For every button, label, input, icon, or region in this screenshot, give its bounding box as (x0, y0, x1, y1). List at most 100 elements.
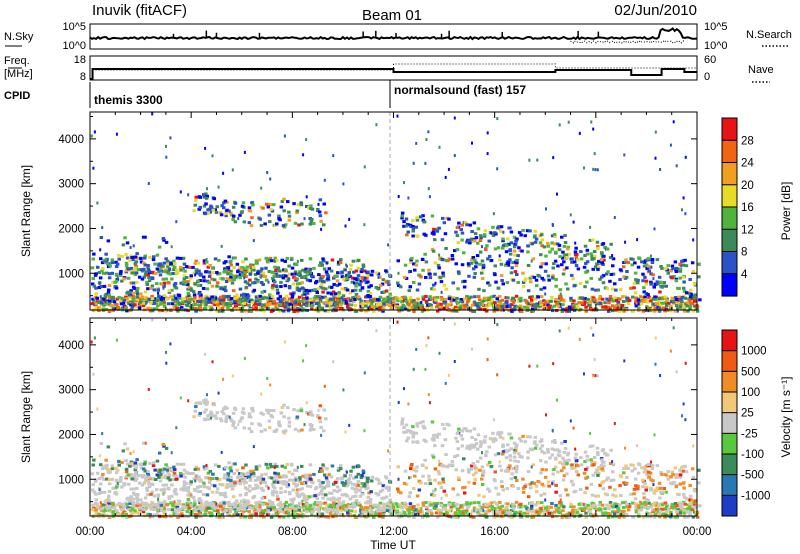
power-cell (353, 288, 358, 292)
power-cell (369, 284, 373, 288)
velocity-cell (353, 504, 357, 507)
power-cell (574, 307, 578, 311)
velocity-cell (261, 503, 265, 507)
power-cell (242, 220, 247, 224)
power-cell (295, 288, 300, 292)
power-cell (224, 289, 228, 293)
power-cell (681, 263, 686, 267)
power-cell (210, 284, 215, 288)
velocity-cell (665, 505, 669, 508)
power-cell (501, 237, 505, 241)
power-cell (130, 305, 135, 309)
power-cell (126, 276, 131, 280)
velocity-cell (257, 508, 262, 512)
power-cell (618, 278, 622, 281)
power-cell (499, 274, 504, 278)
power-cell (322, 223, 326, 227)
velocity-cell (691, 515, 696, 519)
power-cell (201, 300, 206, 304)
power-cell (331, 290, 336, 294)
power-cell (584, 309, 588, 313)
power-cell (107, 288, 111, 292)
power-cell (239, 268, 243, 272)
power-scatter (90, 112, 702, 313)
power-cell (576, 267, 581, 271)
velocity-cell (288, 508, 292, 512)
power-cell (312, 300, 316, 304)
power-cell (657, 306, 661, 310)
velocity-cell (651, 510, 655, 514)
velocity-cell (562, 505, 566, 509)
power-cell (637, 302, 641, 306)
power-cell (553, 299, 558, 303)
velocity-cell (641, 515, 646, 519)
power-cell (482, 289, 486, 293)
power-cell (242, 292, 246, 296)
power-cell (493, 301, 497, 305)
power-cell (326, 274, 331, 278)
power-cell (563, 234, 567, 237)
power-speck (187, 193, 190, 197)
power-cell (194, 259, 198, 263)
velocity-cell (101, 473, 105, 476)
power-cell (321, 286, 325, 290)
power-cell (466, 299, 471, 303)
power-cell (298, 271, 302, 275)
velocity-cell (270, 500, 275, 504)
power-cell (378, 284, 383, 287)
power-cell (685, 304, 689, 308)
power-cell (474, 236, 479, 240)
power-cell (150, 277, 155, 281)
velocity-cell (588, 509, 592, 513)
velocity-cell (436, 508, 440, 512)
velocity-cell (340, 493, 344, 497)
power-cell (528, 229, 532, 233)
velocity-cell (519, 512, 523, 516)
power-cell (417, 282, 422, 286)
velocity-cell (616, 506, 621, 510)
power-cell (523, 279, 527, 283)
power-cell (310, 207, 315, 211)
velocity-cell (305, 502, 309, 506)
velocity-cell (365, 482, 369, 486)
velocity-cell (478, 509, 483, 513)
power-cell (478, 303, 483, 307)
power-cell (574, 264, 579, 267)
velocity-cell (353, 483, 357, 487)
velocity-cell (290, 505, 294, 509)
velocity-cell (260, 512, 265, 516)
power-cell (403, 295, 407, 299)
power-cell (128, 291, 133, 295)
power-cell (178, 266, 183, 269)
power-cell (442, 221, 447, 225)
power-cell (258, 217, 262, 221)
velocity-cell (238, 472, 242, 476)
power-cell (225, 277, 229, 281)
power-cell (275, 258, 279, 262)
power-cell (181, 256, 186, 260)
velocity-cell (317, 479, 321, 483)
power-cell (316, 287, 321, 291)
power-cell (663, 267, 668, 271)
power-cell (560, 235, 564, 239)
velocity-cell (256, 486, 260, 490)
power-speck (490, 231, 493, 235)
power-cell (248, 272, 252, 276)
velocity-cell (193, 509, 198, 513)
power-speck (408, 270, 411, 274)
power-cell (467, 239, 472, 243)
power-cell (663, 295, 668, 299)
power-cell (356, 274, 361, 278)
power-cell (261, 297, 265, 301)
velocity-cell (534, 513, 538, 517)
power-cell (464, 221, 468, 225)
velocity-cell (695, 511, 700, 515)
power-cell (258, 299, 262, 303)
nsky-line (89, 27, 698, 41)
power-cell (286, 304, 291, 308)
power-cell (388, 297, 392, 301)
velocity-cell (530, 513, 535, 517)
power-speck (144, 235, 147, 239)
power-cell (470, 230, 474, 233)
power-cell (579, 257, 584, 261)
